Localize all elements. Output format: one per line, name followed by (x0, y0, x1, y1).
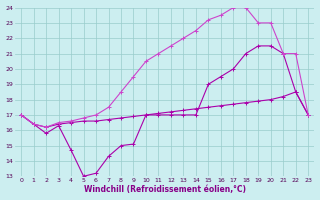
X-axis label: Windchill (Refroidissement éolien,°C): Windchill (Refroidissement éolien,°C) (84, 185, 246, 194)
